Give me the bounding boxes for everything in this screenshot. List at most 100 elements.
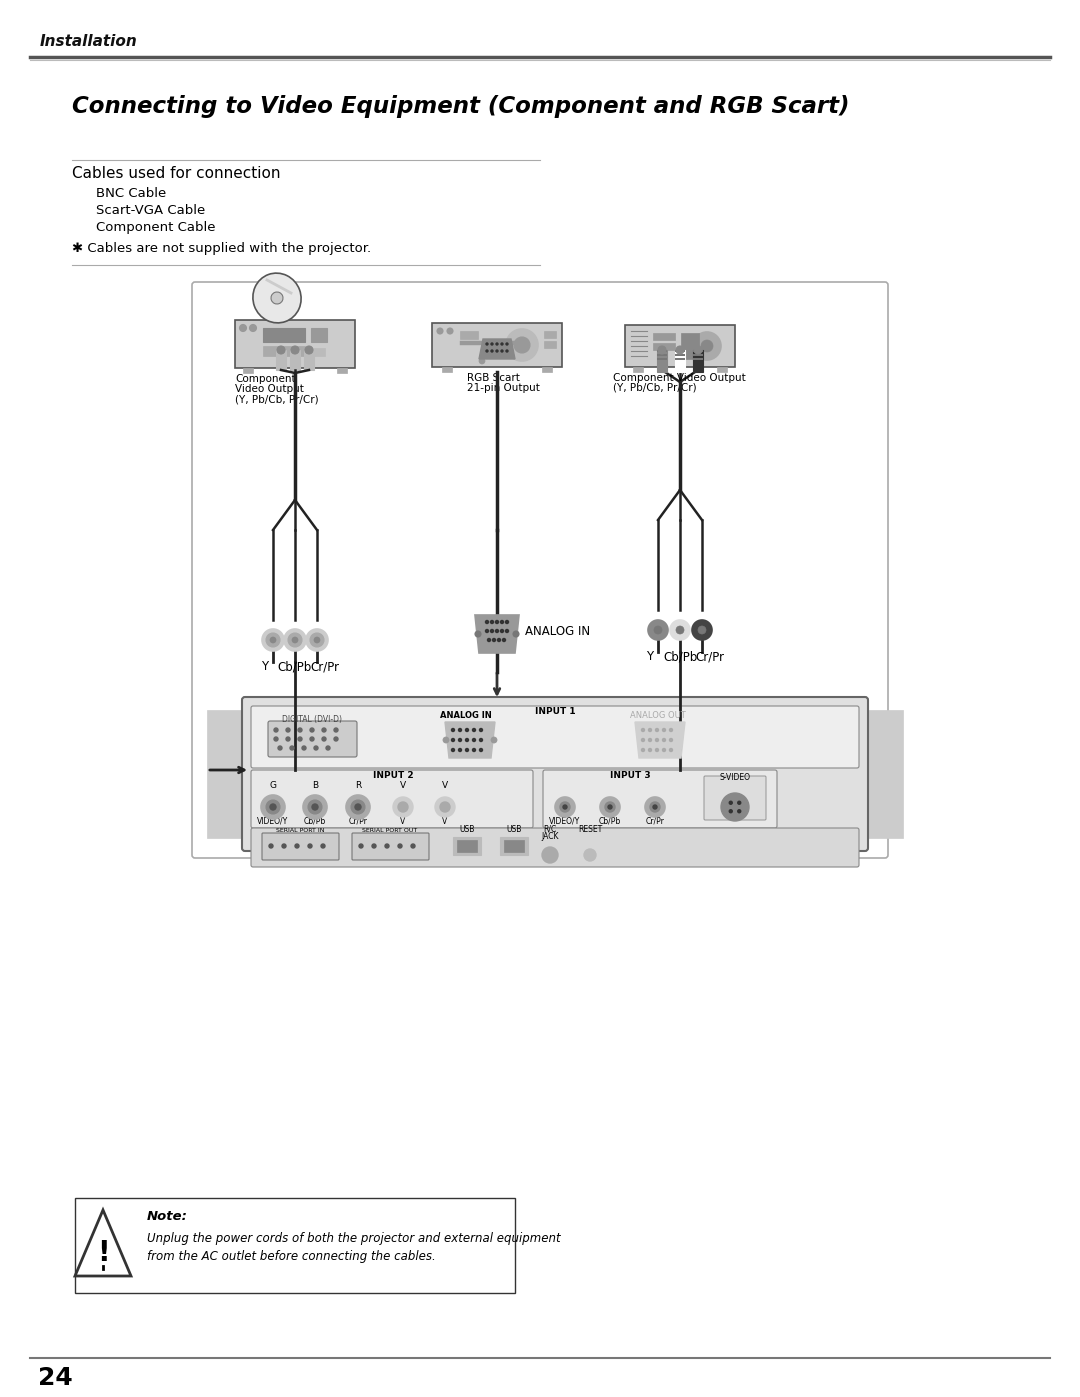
Bar	[653, 332, 675, 339]
Text: Cb/Pb: Cb/Pb	[303, 817, 326, 826]
Circle shape	[270, 637, 276, 643]
Bar	[544, 331, 556, 338]
Circle shape	[698, 626, 706, 634]
Text: Cb/Pb: Cb/Pb	[663, 650, 697, 664]
Circle shape	[486, 620, 488, 623]
Polygon shape	[480, 339, 515, 359]
Circle shape	[269, 844, 273, 848]
Text: Installation: Installation	[40, 34, 138, 49]
Circle shape	[486, 344, 488, 345]
Text: Component: Component	[235, 374, 296, 384]
Circle shape	[496, 351, 498, 352]
Text: SERIAL PORT OUT: SERIAL PORT OUT	[363, 828, 418, 833]
Bar	[264, 346, 305, 356]
Bar	[460, 331, 478, 339]
Circle shape	[492, 638, 496, 641]
Circle shape	[645, 798, 665, 817]
Circle shape	[312, 805, 318, 810]
Bar	[675, 351, 685, 372]
Text: Connecting to Video Equipment (Component and RGB Scart): Connecting to Video Equipment (Component…	[72, 95, 850, 117]
Circle shape	[653, 805, 657, 809]
Circle shape	[274, 738, 278, 740]
Circle shape	[729, 810, 732, 813]
Circle shape	[303, 795, 327, 819]
Circle shape	[486, 351, 488, 352]
FancyBboxPatch shape	[268, 721, 357, 757]
Text: VIDEO/Y: VIDEO/Y	[257, 817, 288, 826]
Circle shape	[496, 620, 499, 623]
Circle shape	[501, 351, 503, 352]
Circle shape	[473, 728, 475, 732]
Circle shape	[274, 728, 278, 732]
FancyBboxPatch shape	[75, 1199, 515, 1294]
Circle shape	[240, 324, 246, 331]
Circle shape	[451, 749, 455, 752]
Text: Y: Y	[647, 650, 653, 664]
FancyBboxPatch shape	[251, 705, 859, 768]
Circle shape	[308, 844, 312, 848]
Circle shape	[465, 728, 469, 732]
Circle shape	[355, 805, 361, 810]
Circle shape	[322, 738, 326, 740]
Circle shape	[542, 847, 558, 863]
Circle shape	[270, 805, 276, 810]
FancyBboxPatch shape	[251, 770, 534, 828]
Circle shape	[393, 798, 413, 817]
Bar	[657, 353, 667, 356]
Bar	[291, 351, 300, 370]
Circle shape	[600, 798, 620, 817]
Bar	[504, 840, 524, 852]
Circle shape	[507, 351, 508, 352]
Bar	[313, 348, 325, 356]
Circle shape	[288, 633, 302, 647]
Circle shape	[656, 739, 659, 742]
FancyBboxPatch shape	[242, 697, 868, 851]
Text: G: G	[270, 781, 276, 789]
Circle shape	[310, 738, 314, 740]
Bar	[442, 367, 453, 372]
Text: INPUT 2: INPUT 2	[373, 771, 414, 780]
Circle shape	[514, 337, 530, 353]
Circle shape	[473, 739, 475, 742]
Text: S-VIDEO: S-VIDEO	[719, 773, 751, 782]
Circle shape	[480, 358, 485, 365]
Polygon shape	[635, 722, 685, 759]
Circle shape	[266, 800, 280, 814]
Circle shape	[642, 739, 645, 742]
Text: SERIAL PORT IN: SERIAL PORT IN	[275, 828, 324, 833]
Polygon shape	[445, 722, 495, 759]
Circle shape	[459, 749, 461, 752]
Circle shape	[305, 346, 313, 353]
FancyBboxPatch shape	[352, 833, 429, 861]
Text: Component Video Output: Component Video Output	[613, 373, 746, 383]
Circle shape	[276, 346, 285, 353]
Text: Scart-VGA Cable: Scart-VGA Cable	[96, 204, 205, 217]
Circle shape	[496, 344, 498, 345]
Text: Cr/Pr: Cr/Pr	[311, 659, 339, 673]
Circle shape	[411, 844, 415, 848]
Circle shape	[490, 630, 494, 633]
Circle shape	[346, 795, 370, 819]
Circle shape	[498, 638, 500, 641]
Text: Unplug the power cords of both the projector and external equipment: Unplug the power cords of both the proje…	[147, 1232, 561, 1245]
Circle shape	[738, 802, 741, 805]
Bar	[457, 840, 477, 852]
Bar	[675, 351, 685, 352]
Circle shape	[321, 844, 325, 848]
Circle shape	[650, 802, 660, 812]
Bar	[693, 351, 703, 352]
Circle shape	[656, 749, 659, 752]
Circle shape	[605, 802, 615, 812]
Bar	[311, 328, 327, 342]
Circle shape	[692, 620, 712, 640]
Text: Video Output: Video Output	[235, 384, 303, 394]
Circle shape	[298, 728, 302, 732]
Circle shape	[459, 728, 461, 732]
Bar	[693, 358, 703, 360]
FancyBboxPatch shape	[543, 770, 777, 828]
Bar	[460, 341, 515, 345]
Circle shape	[291, 346, 299, 353]
Text: Cb/Pb: Cb/Pb	[278, 659, 312, 673]
FancyBboxPatch shape	[251, 828, 859, 868]
Circle shape	[334, 728, 338, 732]
